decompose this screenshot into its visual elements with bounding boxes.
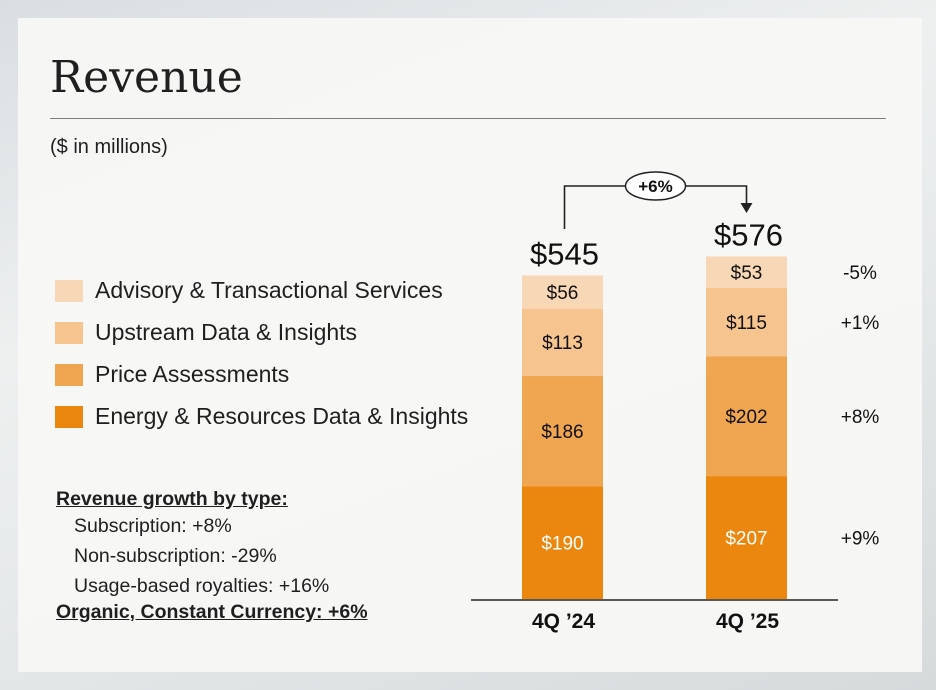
bar-segment [522,486,603,599]
legend-label-upstream: Upstream Data & Insights [95,319,358,345]
segment-change-label: -5% [843,263,877,284]
bar-total-label: $545 [530,236,599,271]
legend-label-price: Price Assessments [95,361,290,387]
legend-label-energy: Energy & Resources Data & Insights [95,403,469,429]
units-subtitle: ($ in millions) [50,136,168,158]
legend-item-advisory: Advisory & Transactional Services [55,277,515,303]
legend-swatch-upstream [55,322,83,344]
bar-value-label: $115 [726,313,767,334]
bar-segment [706,287,787,357]
bar-value-label: $56 [547,283,579,304]
legend-item-upstream: Upstream Data & Insights [55,319,515,345]
x-tick-label: 4Q ’24 [532,610,595,633]
growth-row-non-subscription: Non-subscription: -29% [74,545,277,567]
bar-value-label: $190 [541,534,583,555]
segment-change-label: +9% [841,529,880,550]
bar-value-label: $202 [725,407,767,428]
growth-footer-organic: Organic, Constant Currency: +6% [56,601,368,623]
growth-row-usage-royalties: Usage-based royalties: +16% [74,575,330,597]
growth-badge-label: +6% [638,177,673,196]
bar-value-label: $53 [731,263,763,284]
growth-header: Revenue growth by type: [56,488,288,510]
bar-total-label: $576 [714,217,783,252]
bar-segment [706,476,787,599]
bar-segment [522,375,603,487]
bar-segment [706,356,787,477]
legend-label-advisory: Advisory & Transactional Services [95,277,443,303]
growth-arrow-head [740,203,753,213]
x-tick-label: 4Q ’25 [716,610,779,633]
bar-value-label: $113 [542,333,583,354]
title-divider [50,118,886,119]
bar-value-label: $207 [725,529,767,550]
legend-item-price: Price Assessments [55,361,515,387]
bar-segment [522,275,603,309]
legend-swatch-advisory [55,280,83,302]
revenue-growth-box: Revenue growth by type: Subscription: +8… [56,488,368,624]
page-title: Revenue [50,52,243,103]
bar-value-label: $186 [541,422,583,443]
legend-swatch-energy [55,406,83,428]
segment-change-label: +8% [841,407,880,428]
bar-segment [522,308,603,376]
segment-change-label: +1% [841,313,880,334]
growth-row-subscription: Subscription: +8% [74,515,232,537]
bar-segment [706,256,787,288]
legend-swatch-price [55,364,83,386]
growth-badge-bubble [624,171,687,201]
legend-item-energy: Energy & Resources Data & Insights [55,403,515,429]
